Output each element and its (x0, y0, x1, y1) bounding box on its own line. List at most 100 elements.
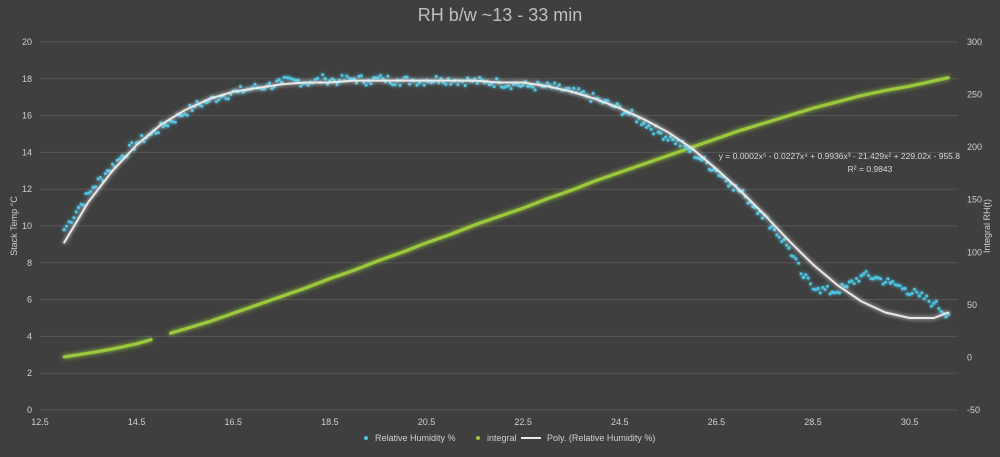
rh-point (830, 290, 835, 294)
legend-label-poly-trendline: Poly. (Relative Humidity %) (547, 433, 655, 443)
x-tick-label: 22.5 (514, 417, 532, 427)
rh-point (156, 131, 160, 135)
rh-point (589, 100, 593, 103)
rh-point (847, 280, 851, 284)
rh-point (499, 85, 503, 89)
rh-point (724, 179, 728, 183)
x-tick-label: 14.5 (128, 417, 146, 427)
rh-point (140, 134, 143, 137)
rh-point (287, 76, 291, 80)
rh-point (398, 84, 402, 87)
rh-point (473, 77, 477, 81)
rh-point (797, 261, 801, 265)
rh-point (582, 89, 586, 93)
x-tick-label: 28.5 (804, 417, 822, 427)
rh-point (364, 83, 368, 87)
rh-point (809, 282, 813, 286)
rh-point (528, 84, 532, 88)
rh-point (876, 276, 880, 280)
rh-point (91, 185, 95, 190)
y2-tick-label: 0 (967, 352, 972, 362)
rh-point (910, 292, 914, 295)
rh-point (536, 80, 540, 84)
rh-point (130, 141, 134, 145)
rh-point (833, 291, 837, 295)
rh-point (533, 88, 537, 92)
rh-point (154, 131, 158, 135)
integral-line-segment-0 (62, 338, 153, 359)
rh-point (772, 228, 777, 232)
rh-point (441, 81, 445, 84)
rh-point (72, 216, 76, 220)
rh-point (214, 100, 218, 104)
legend-label-relative-humidity: Relative Humidity % (375, 433, 456, 443)
y-tick-label: 14 (22, 147, 32, 157)
rh-point (768, 226, 772, 230)
rh-point (775, 233, 779, 237)
rh-point (683, 144, 687, 148)
rh-point (94, 185, 98, 189)
y2-tick-label: 250 (967, 90, 982, 100)
rh-point (695, 156, 699, 160)
rh-point (794, 257, 798, 261)
x-axis-ticks: 12.5 14.5 16.5 18.5 20.5 22.5 24.5 26.5 28.5 30.5 (31, 417, 918, 427)
y-tick-label: 8 (27, 258, 32, 268)
rh-point (920, 291, 924, 295)
rh-point (111, 162, 114, 166)
y2-tick-label: 50 (967, 300, 977, 310)
rh-point (845, 285, 849, 289)
rh-point (297, 78, 300, 82)
rh-point (386, 74, 390, 78)
trendline-r-squared: R² = 0.9843 (848, 164, 893, 174)
rh-point (316, 76, 320, 80)
rh-point (289, 77, 293, 81)
rh-point (922, 297, 926, 301)
y2-tick-label: -50 (967, 405, 980, 415)
gridlines (40, 41, 958, 411)
y2-tick-label: 300 (967, 37, 982, 47)
rh-point (405, 75, 409, 79)
rh-point (79, 202, 83, 206)
rh-point (142, 140, 146, 144)
y-tick-label: 10 (22, 221, 32, 231)
rh-point (163, 123, 168, 127)
rh-point (649, 127, 653, 131)
rh-point (519, 85, 523, 88)
rh-point (647, 124, 651, 128)
rh-point (299, 84, 303, 88)
rh-point (731, 188, 735, 192)
rh-point (891, 280, 895, 283)
x-tick-label: 16.5 (224, 417, 242, 427)
poly-trendline (63, 79, 950, 319)
rh-point (717, 174, 721, 177)
rh-point (659, 131, 663, 135)
rh-point (200, 104, 204, 108)
rh-point (707, 168, 711, 171)
rh-point (630, 108, 634, 112)
rh-point (388, 81, 392, 85)
rh-point (792, 255, 796, 259)
rh-point (323, 77, 327, 81)
rh-point (169, 119, 172, 123)
rh-point (591, 91, 595, 95)
rh-point (161, 125, 165, 129)
rh-point (661, 137, 665, 141)
rh-point (577, 87, 581, 91)
x-tick-label: 20.5 (418, 417, 436, 427)
rh-point (444, 83, 448, 86)
rh-point (260, 87, 264, 91)
rh-point (86, 191, 90, 195)
rh-point (826, 284, 829, 288)
rh-point (89, 190, 93, 194)
rh-point (913, 287, 916, 291)
rh-point (190, 109, 194, 113)
rh-point (321, 73, 325, 77)
relative-humidity-points (62, 73, 950, 319)
rh-point (567, 86, 571, 90)
y-axis-label: Stack Temp °C (9, 196, 19, 256)
rh-point (615, 102, 619, 106)
rh-point (884, 280, 887, 284)
rh-point (785, 243, 788, 247)
rh-point (422, 83, 426, 87)
rh-point (855, 277, 858, 280)
